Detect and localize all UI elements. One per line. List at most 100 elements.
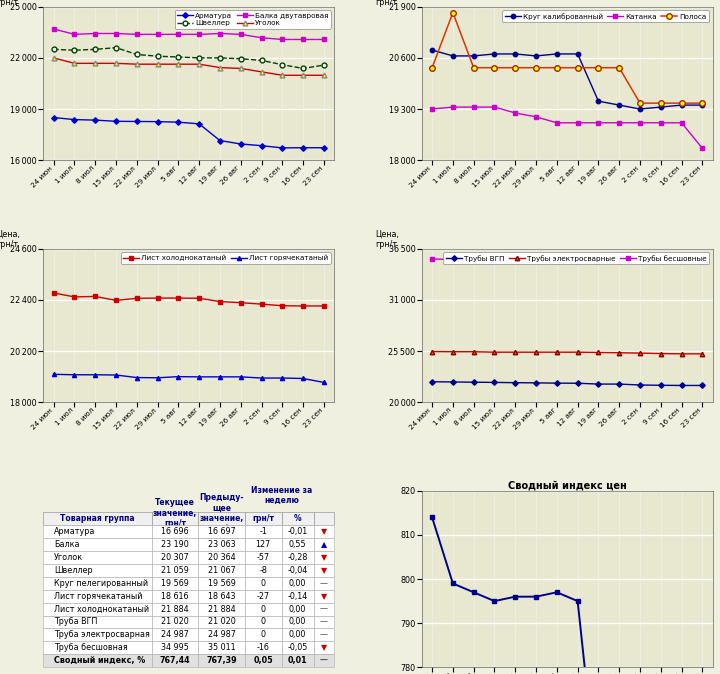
Лист горячекатаный bbox=[153, 374, 162, 382]
Трубы электросварные bbox=[698, 350, 707, 358]
Уголок bbox=[236, 65, 245, 73]
Уголок bbox=[70, 59, 78, 67]
Катанка bbox=[490, 103, 499, 111]
Балка двутавровая bbox=[49, 25, 58, 33]
Line: Швеллер: Швеллер bbox=[51, 45, 326, 71]
Балка двутавровая bbox=[257, 34, 266, 42]
Арматура bbox=[236, 140, 245, 148]
Line: Балка двутавровая: Балка двутавровая bbox=[52, 27, 326, 42]
Лист горячекатаный bbox=[195, 373, 204, 381]
Полоса bbox=[511, 63, 520, 71]
Лист холоднокатаный bbox=[299, 302, 307, 310]
Балка двутавровая bbox=[236, 30, 245, 38]
Швеллер bbox=[91, 45, 99, 53]
Катанка bbox=[552, 119, 561, 127]
Трубы ВГП bbox=[678, 381, 686, 390]
Title: Сводный индекс цен: Сводный индекс цен bbox=[508, 480, 626, 490]
Лист горячекатаный bbox=[299, 375, 307, 383]
Круг калиброванный bbox=[678, 101, 686, 109]
Арматура bbox=[91, 116, 99, 124]
Line: Трубы ВГП: Трубы ВГП bbox=[430, 380, 704, 388]
Уголок bbox=[174, 60, 183, 68]
Трубы электросварные bbox=[490, 348, 499, 357]
Катанка bbox=[511, 109, 520, 117]
Швеллер bbox=[236, 55, 245, 63]
Полоса bbox=[469, 63, 478, 71]
Круг калиброванный bbox=[698, 101, 707, 109]
Круг калиброванный bbox=[594, 97, 603, 105]
Уголок bbox=[132, 60, 141, 68]
Балка двутавровая bbox=[320, 36, 328, 44]
Катанка bbox=[449, 103, 457, 111]
Полоса bbox=[552, 63, 561, 71]
Лист горячекатаный bbox=[70, 371, 78, 379]
Трубы ВГП bbox=[490, 378, 499, 386]
Швеллер bbox=[320, 61, 328, 69]
Лист холоднокатаный bbox=[195, 295, 204, 303]
Трубы бесшовные bbox=[636, 257, 644, 265]
Уголок bbox=[153, 60, 162, 68]
Полоса bbox=[428, 63, 436, 71]
Арматура bbox=[49, 113, 58, 121]
Уголок bbox=[112, 59, 120, 67]
Line: Лист холоднокатаный: Лист холоднокатаный bbox=[52, 291, 326, 308]
Уголок bbox=[215, 63, 224, 71]
Полоса bbox=[698, 99, 707, 107]
Катанка bbox=[657, 119, 665, 127]
Трубы ВГП bbox=[636, 381, 644, 389]
Арматура bbox=[70, 115, 78, 123]
Трубы ВГП bbox=[573, 379, 582, 388]
Трубы бесшовные bbox=[469, 255, 478, 263]
Трубы бесшовные bbox=[657, 257, 665, 265]
Трубы электросварные bbox=[657, 350, 665, 358]
Швеллер bbox=[70, 46, 78, 54]
Швеллер bbox=[174, 53, 183, 61]
Трубы электросварные bbox=[615, 348, 624, 357]
Y-axis label: Цена,
грн/т: Цена, грн/т bbox=[0, 229, 20, 249]
Трубы бесшовные bbox=[490, 255, 499, 264]
Y-axis label: Цена,
грн/т: Цена, грн/т bbox=[0, 0, 20, 7]
Лист горячекатаный bbox=[49, 370, 58, 378]
Трубы ВГП bbox=[428, 377, 436, 386]
Трубы электросварные bbox=[552, 348, 561, 357]
Круг калиброванный bbox=[615, 101, 624, 109]
Y-axis label: Цена,
грн/т: Цена, грн/т bbox=[375, 0, 399, 7]
Line: Круг калиброванный: Круг калиброванный bbox=[430, 48, 705, 111]
Трубы электросварные bbox=[636, 349, 644, 357]
Трубы ВГП bbox=[594, 380, 603, 388]
Line: Уголок: Уголок bbox=[51, 55, 326, 78]
Line: Трубы электросварные: Трубы электросварные bbox=[430, 349, 705, 356]
Швеллер bbox=[49, 45, 58, 53]
Трубы электросварные bbox=[469, 348, 478, 356]
Line: Арматура: Арматура bbox=[52, 116, 326, 150]
Уголок bbox=[320, 71, 328, 80]
Y-axis label: Цена,
грн/т: Цена, грн/т bbox=[375, 229, 399, 249]
Лист холоднокатаный bbox=[132, 295, 141, 303]
Лист холоднокатаный bbox=[320, 302, 328, 310]
Line: Катанка: Катанка bbox=[430, 105, 704, 150]
Трубы электросварные bbox=[678, 350, 686, 358]
Швеллер bbox=[215, 54, 224, 62]
Катанка bbox=[573, 119, 582, 127]
Лист холоднокатаный bbox=[215, 297, 224, 305]
Катанка bbox=[594, 119, 603, 127]
Балка двутавровая bbox=[153, 30, 162, 38]
Трубы бесшовные bbox=[678, 257, 686, 265]
Арматура bbox=[112, 117, 120, 125]
Полоса bbox=[657, 99, 665, 107]
Лист холоднокатаный bbox=[257, 300, 266, 308]
Швеллер bbox=[257, 57, 266, 65]
Катанка bbox=[469, 103, 478, 111]
Катанка bbox=[698, 144, 707, 152]
Уголок bbox=[49, 54, 58, 62]
Балка двутавровая bbox=[70, 30, 78, 38]
Круг калиброванный bbox=[490, 50, 499, 58]
Арматура bbox=[174, 118, 183, 126]
Трубы ВГП bbox=[657, 381, 665, 390]
Лист холоднокатаный bbox=[91, 293, 99, 301]
Швеллер bbox=[299, 65, 307, 73]
Круг калиброванный bbox=[636, 105, 644, 113]
Балка двутавровая bbox=[91, 30, 99, 38]
Трубы ВГП bbox=[552, 379, 561, 387]
Арматура bbox=[215, 137, 224, 145]
